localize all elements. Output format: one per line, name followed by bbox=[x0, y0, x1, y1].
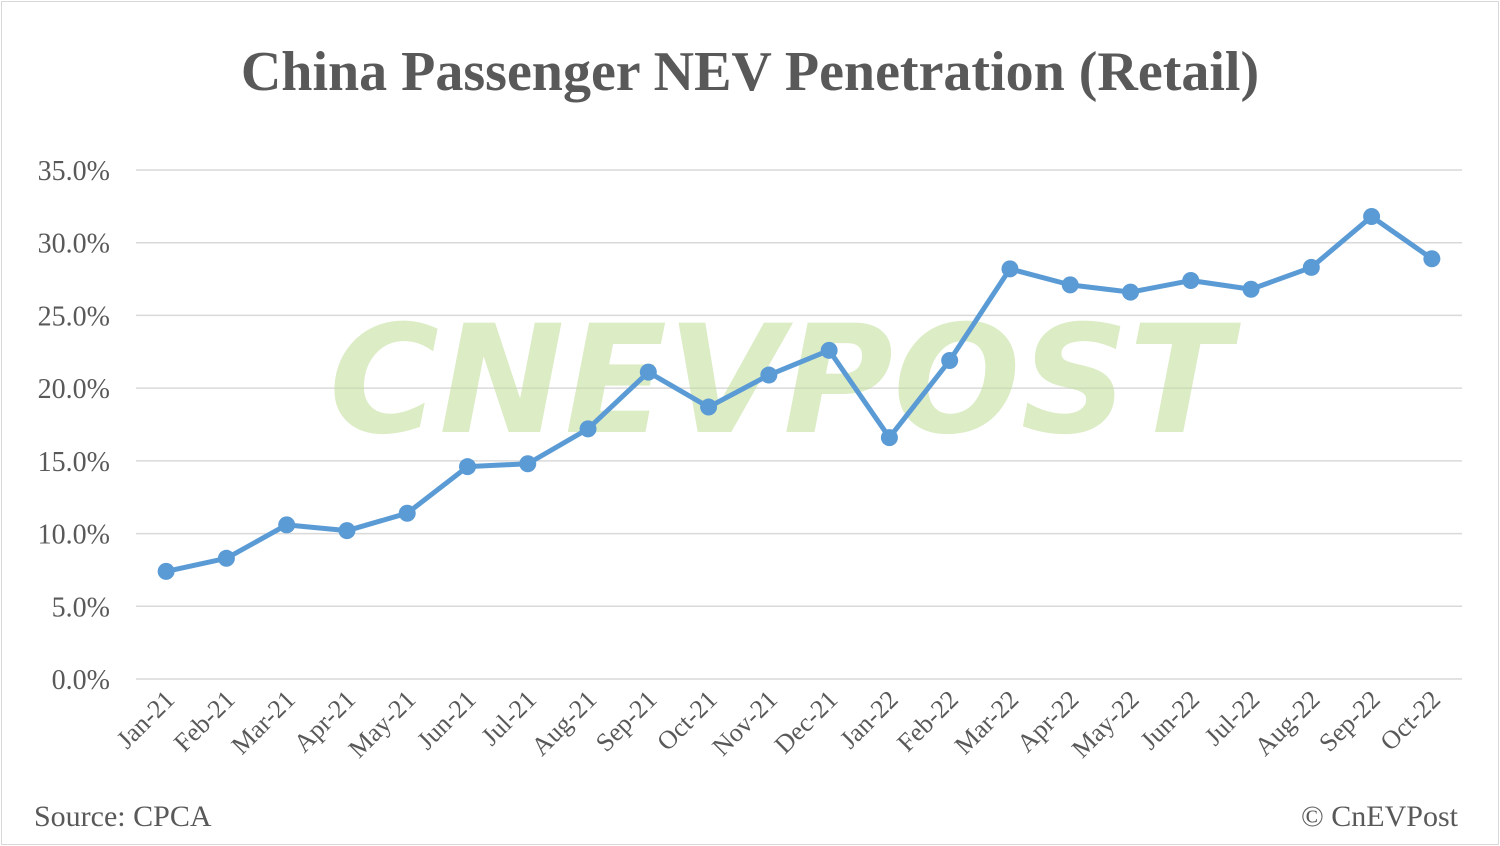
data-point bbox=[1182, 272, 1200, 290]
data-point bbox=[1363, 208, 1381, 226]
x-tick-label: Dec-21 bbox=[769, 685, 844, 760]
data-point bbox=[941, 352, 959, 370]
data-point bbox=[157, 562, 175, 580]
y-tick-label: 5.0% bbox=[52, 592, 110, 623]
x-tick-label: Jun-22 bbox=[1134, 685, 1205, 756]
y-tick-label: 0.0% bbox=[52, 665, 110, 696]
x-tick-label: Aug-22 bbox=[1249, 685, 1326, 762]
data-point bbox=[1302, 258, 1320, 276]
data-point bbox=[398, 504, 416, 522]
x-tick-label: Oct-22 bbox=[1375, 685, 1447, 757]
data-point bbox=[1061, 276, 1079, 294]
data-point bbox=[760, 366, 778, 384]
x-tick-label: Jun-21 bbox=[411, 685, 482, 756]
y-tick-label: 15.0% bbox=[38, 447, 110, 478]
x-tick-label: Sep-22 bbox=[1313, 685, 1386, 758]
data-point bbox=[519, 455, 537, 473]
data-point bbox=[1242, 280, 1260, 298]
y-tick-label: 35.0% bbox=[38, 156, 110, 187]
data-point bbox=[459, 458, 476, 476]
x-tick-label: Aug-21 bbox=[526, 685, 603, 762]
x-tick-label: Mar-22 bbox=[949, 685, 1024, 760]
x-tick-label: Mar-21 bbox=[226, 685, 301, 760]
data-point bbox=[1001, 260, 1019, 278]
x-tick-label: Jan-21 bbox=[111, 685, 181, 755]
series-line bbox=[165, 214, 1434, 574]
y-tick-label: 10.0% bbox=[38, 520, 110, 551]
x-tick-label: Jan-22 bbox=[834, 685, 904, 755]
y-tick-label: 20.0% bbox=[38, 374, 110, 405]
data-point bbox=[700, 398, 718, 416]
x-tick-label: Feb-21 bbox=[168, 685, 241, 758]
data-point bbox=[278, 516, 296, 534]
y-tick-label: 25.0% bbox=[38, 301, 110, 332]
data-point bbox=[880, 429, 898, 447]
y-tick-label: 30.0% bbox=[38, 229, 110, 260]
data-point bbox=[579, 420, 597, 438]
data-point bbox=[338, 522, 356, 540]
data-point bbox=[820, 341, 838, 359]
source-note: Source: CPCA bbox=[34, 800, 212, 833]
data-point bbox=[639, 363, 657, 381]
watermark-logo: CNEVPOST bbox=[329, 294, 1242, 468]
x-tick-label: Nov-21 bbox=[706, 685, 783, 762]
copyright-note: © CnEVPost bbox=[1301, 800, 1458, 833]
data-point bbox=[1423, 250, 1441, 268]
x-tick-label: May-22 bbox=[1066, 685, 1145, 764]
chart-title: China Passenger NEV Penetration (Retail) bbox=[240, 41, 1260, 103]
x-tick-label: May-21 bbox=[343, 685, 422, 764]
x-tick-label: Sep-21 bbox=[590, 685, 663, 758]
data-point bbox=[1122, 283, 1139, 301]
x-tick-label: Feb-22 bbox=[891, 685, 964, 758]
data-point bbox=[217, 549, 235, 567]
